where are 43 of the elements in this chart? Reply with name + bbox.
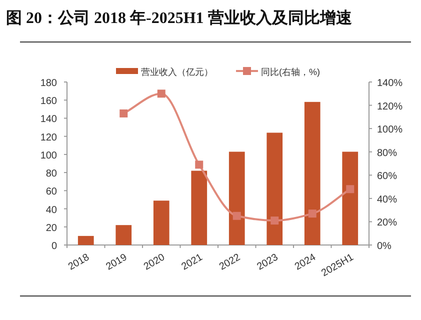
y2-tick-label: 40% — [377, 194, 398, 206]
y-tick-label: 20 — [46, 222, 58, 234]
y-tick-label: 40 — [46, 204, 58, 216]
x-tick-label: 2019 — [104, 252, 130, 273]
point — [232, 212, 241, 220]
y-tick-label: 80 — [46, 168, 58, 180]
x-tick-label: 2022 — [218, 252, 243, 273]
chart-title: 图 20：公司 2018 年-2025H1 营业收入及同比增速 — [6, 9, 353, 27]
bar — [266, 132, 283, 245]
x-tick-label: 2023 — [255, 252, 280, 273]
y-tick-label: 120 — [40, 132, 58, 144]
point — [157, 90, 166, 98]
bar — [153, 200, 170, 245]
point — [308, 210, 316, 218]
y-tick-label: 140 — [40, 114, 58, 126]
point — [195, 160, 204, 169]
y2-tick-label: 140% — [377, 78, 403, 89]
bar — [116, 225, 132, 245]
bar — [78, 236, 94, 245]
y2-tick-label: 60% — [377, 171, 398, 182]
bar — [304, 102, 320, 245]
y-tick-label: 60 — [46, 186, 58, 198]
x-tick-label: 2018 — [66, 252, 92, 273]
point — [270, 216, 279, 225]
y2-tick-label: 80% — [377, 148, 398, 159]
x-tick-label: 2024 — [293, 252, 318, 273]
bar — [228, 152, 245, 245]
y2-tick-label: 120% — [377, 101, 403, 112]
legend-label: 同比(右轴，%) — [261, 67, 320, 77]
point — [346, 185, 354, 194]
x-tick-label: 2021 — [180, 252, 205, 273]
y-tick-label: 180 — [40, 78, 58, 89]
y-tick-label: 160 — [40, 96, 58, 108]
legend-label: 营业收入（亿元） — [141, 67, 213, 77]
bar — [191, 170, 208, 245]
y2-tick-label: 100% — [377, 124, 403, 136]
y2-tick-label: 20% — [377, 218, 398, 229]
y-tick-label: 100 — [40, 150, 58, 162]
y2-tick-label: 0% — [377, 241, 392, 252]
x-tick-label: 2020 — [142, 252, 168, 273]
y-tick-label: 0 — [51, 241, 58, 252]
point — [120, 109, 128, 118]
bar — [342, 152, 358, 245]
